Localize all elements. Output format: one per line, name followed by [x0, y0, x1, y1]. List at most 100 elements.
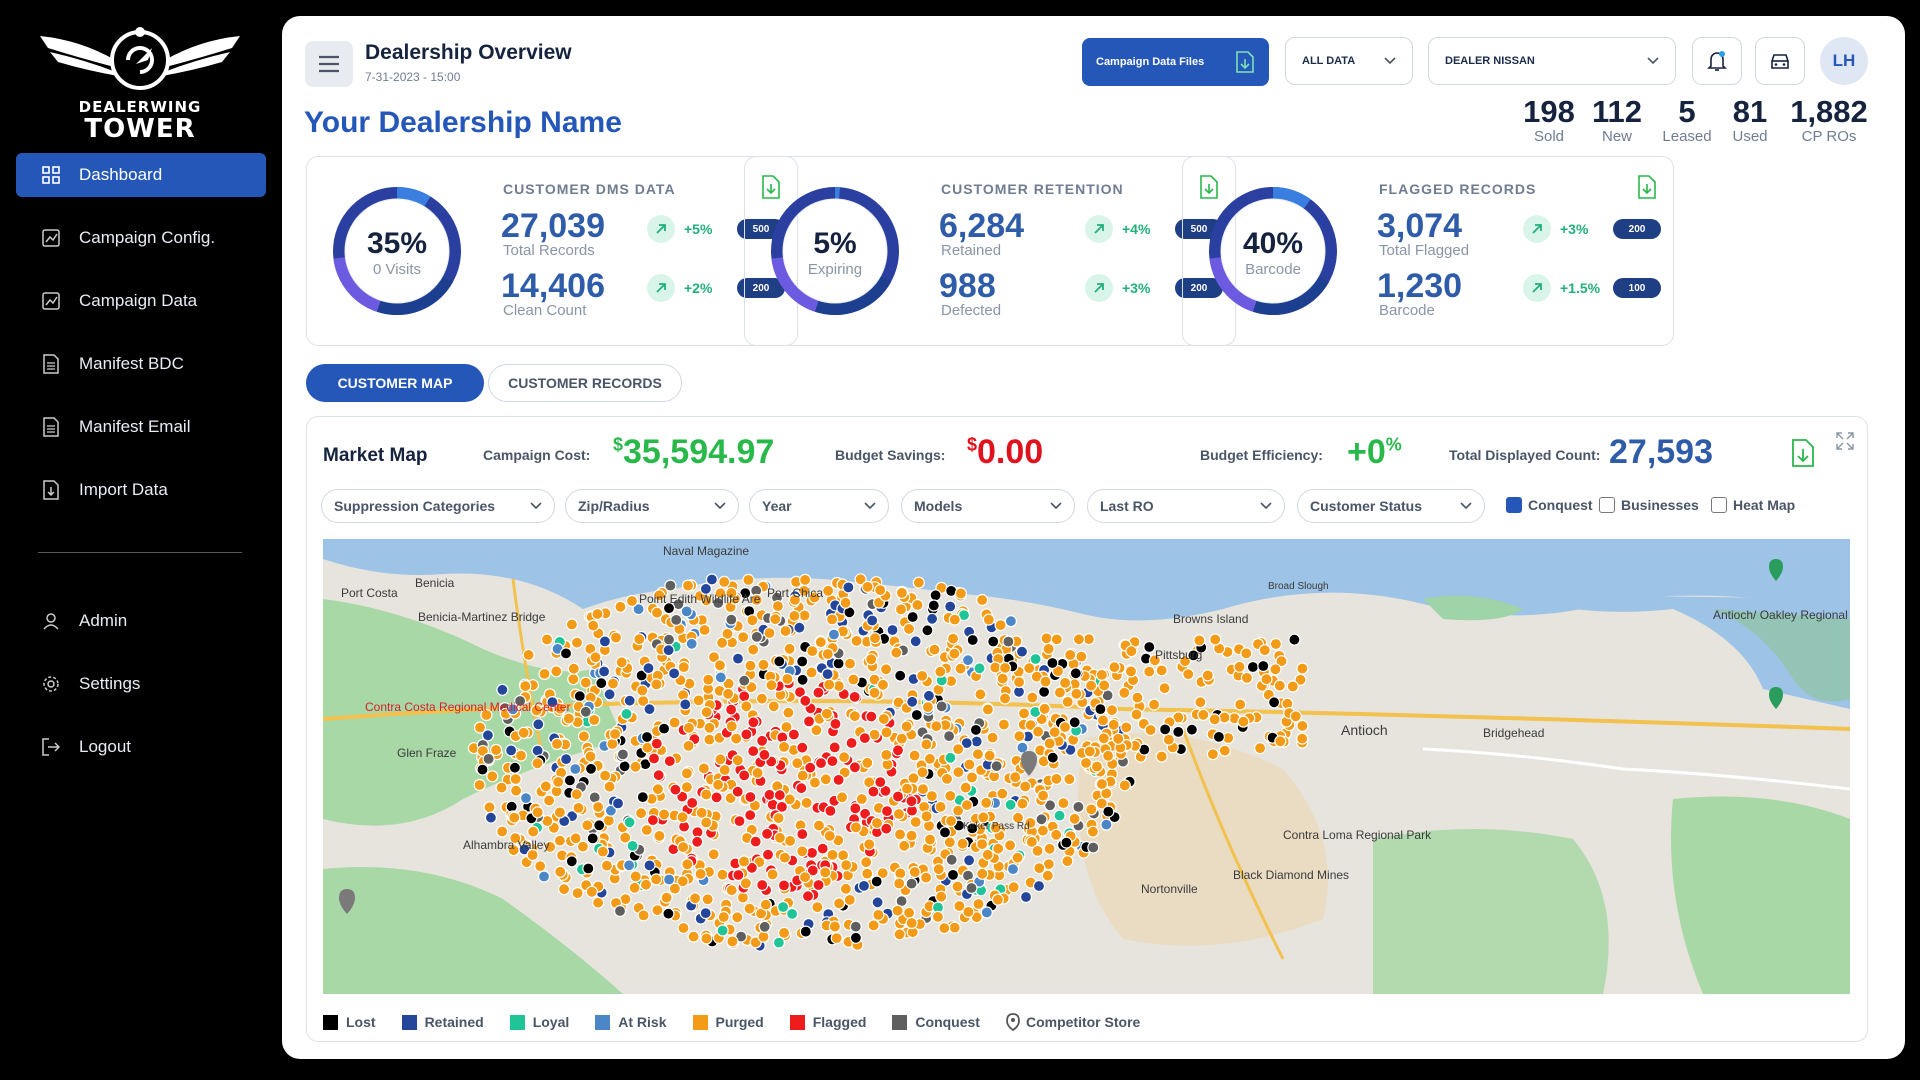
- sidebar-item-manifest-bdc[interactable]: Manifest BDC: [16, 342, 266, 386]
- legend-lost[interactable]: Lost: [323, 1014, 376, 1030]
- currency-symbol: $: [967, 434, 978, 455]
- customer-dot: [1019, 780, 1032, 793]
- legend-purged[interactable]: Purged: [692, 1014, 764, 1030]
- avatar[interactable]: LH: [1820, 37, 1868, 85]
- customer-dot: [826, 613, 839, 626]
- filter-last-ro[interactable]: Last RO: [1087, 489, 1285, 523]
- sidebar-item-import-data[interactable]: Import Data: [16, 468, 266, 512]
- customer-dot: [744, 659, 757, 672]
- customer-dot: [623, 694, 636, 707]
- checkbox-conquest[interactable]: Conquest: [1506, 497, 1593, 513]
- filter-suppression-categories[interactable]: Suppression Categories: [321, 489, 555, 523]
- legend-flagged[interactable]: Flagged: [789, 1014, 866, 1030]
- checkbox-box[interactable]: [1599, 497, 1615, 513]
- customer-dot: [1208, 713, 1221, 726]
- legend-conquest[interactable]: Conquest: [892, 1014, 980, 1030]
- customer-dot: [905, 829, 918, 842]
- dealership-name: Your Dealership Name: [304, 106, 622, 139]
- tab-customer-records[interactable]: CUSTOMER RECORDS: [488, 364, 682, 402]
- customer-dot: [1057, 797, 1070, 810]
- map-label: Contra Costa Regional Medical Center: [365, 700, 570, 714]
- checkbox-box[interactable]: [1506, 497, 1522, 513]
- customer-dot: [598, 665, 611, 678]
- customer-dot: [894, 669, 907, 682]
- customer-dot: [821, 668, 834, 681]
- customer-dot: [906, 610, 919, 624]
- trend-percentage: +2%: [684, 280, 713, 296]
- download-file-icon[interactable]: [762, 175, 780, 199]
- download-file-icon[interactable]: [1638, 175, 1656, 199]
- vehicle-button[interactable]: [1755, 37, 1805, 85]
- legend-loyal[interactable]: Loyal: [509, 1014, 569, 1030]
- sidebar-item-campaign-config[interactable]: Campaign Config.: [16, 216, 266, 260]
- page-title: Dealership Overview: [365, 41, 572, 64]
- checkbox-heat-map[interactable]: Heat Map: [1711, 497, 1795, 513]
- customer-dot: [898, 839, 911, 852]
- legend-swatch: [789, 1014, 805, 1030]
- legend-retained[interactable]: Retained: [401, 1014, 484, 1030]
- customer-dot: [1096, 714, 1110, 727]
- sidebar-item-settings[interactable]: Settings: [16, 662, 266, 706]
- customer-dot: [714, 671, 727, 684]
- checkbox-businesses[interactable]: Businesses: [1599, 497, 1699, 513]
- document-icon: [41, 417, 61, 437]
- sidebar-item-dashboard[interactable]: Dashboard: [16, 153, 266, 197]
- main-panel: Dealership Overview 7-31-2023 - 15:00 Yo…: [282, 16, 1905, 1059]
- filter-customer-status[interactable]: Customer Status: [1297, 489, 1485, 523]
- customer-dot: [670, 613, 683, 627]
- download-file-icon[interactable]: [1792, 439, 1814, 467]
- filter-models[interactable]: Models: [901, 489, 1075, 523]
- customer-dot: [1058, 721, 1072, 734]
- customer-dot: [615, 656, 628, 669]
- filter-zip-radius[interactable]: Zip/Radius: [565, 489, 739, 523]
- download-file-icon[interactable]: [1200, 175, 1218, 199]
- dealer-filter-select[interactable]: DEALER NISSAN: [1428, 37, 1676, 85]
- map-canvas[interactable]: Port Costa Benicia Benicia-Martinez Brid…: [323, 539, 1850, 994]
- customer-dot: [1046, 656, 1059, 670]
- customer-dot: [703, 733, 716, 746]
- stat-label: Sold: [1533, 128, 1565, 145]
- customer-dot: [604, 804, 617, 817]
- customer-dot: [1178, 654, 1192, 668]
- customer-dot: [894, 867, 907, 880]
- legend-at-risk[interactable]: At Risk: [595, 1014, 667, 1030]
- customer-dot: [530, 704, 543, 717]
- customer-dot: [623, 859, 636, 872]
- customer-dot: [1296, 662, 1309, 675]
- customer-map[interactable]: Port Costa Benicia Benicia-Martinez Brid…: [323, 539, 1850, 994]
- budget-savings-value: $0.00: [967, 433, 1043, 472]
- customer-dot: [1275, 655, 1288, 668]
- expand-icon[interactable]: [1835, 431, 1855, 451]
- sidebar-item-manifest-email[interactable]: Manifest Email: [16, 405, 266, 449]
- customer-dot: [565, 618, 578, 631]
- sidebar-item-campaign-data[interactable]: Campaign Data: [16, 279, 266, 323]
- customer-dot: [1053, 809, 1066, 822]
- customer-dot: [1206, 748, 1220, 761]
- sidebar-item-logout[interactable]: Logout: [16, 725, 266, 769]
- customer-dot: [695, 806, 708, 819]
- sidebar-item-admin[interactable]: Admin: [16, 599, 266, 643]
- customer-dot: [650, 737, 663, 750]
- customer-dot: [976, 867, 989, 880]
- legend-competitor-store[interactable]: Competitor Store: [1006, 1013, 1140, 1031]
- tab-customer-map[interactable]: CUSTOMER MAP: [306, 364, 484, 402]
- customer-dot: [891, 790, 905, 803]
- checkbox-box[interactable]: [1711, 497, 1727, 513]
- customer-dot: [725, 720, 738, 733]
- customer-dot: [571, 887, 584, 900]
- customer-dot: [1024, 816, 1037, 829]
- customer-dot: [946, 868, 960, 881]
- stat-used: 81 Used: [1722, 94, 1778, 145]
- campaign-data-files-button[interactable]: Campaign Data Files: [1082, 38, 1269, 86]
- filter-year[interactable]: Year: [749, 489, 889, 523]
- legend-swatch: [323, 1014, 338, 1030]
- map-label: Benicia: [415, 576, 455, 590]
- data-filter-select[interactable]: ALL DATA: [1285, 37, 1413, 85]
- map-pin-icon[interactable]: [339, 559, 1783, 914]
- menu-toggle-button[interactable]: [305, 41, 353, 87]
- customer-dot: [860, 856, 873, 869]
- notifications-button[interactable]: [1692, 37, 1742, 85]
- customer-dot: [972, 897, 985, 911]
- brand-logo[interactable]: DEALERWING TOWER: [40, 18, 240, 144]
- percent-symbol: %: [1385, 434, 1402, 455]
